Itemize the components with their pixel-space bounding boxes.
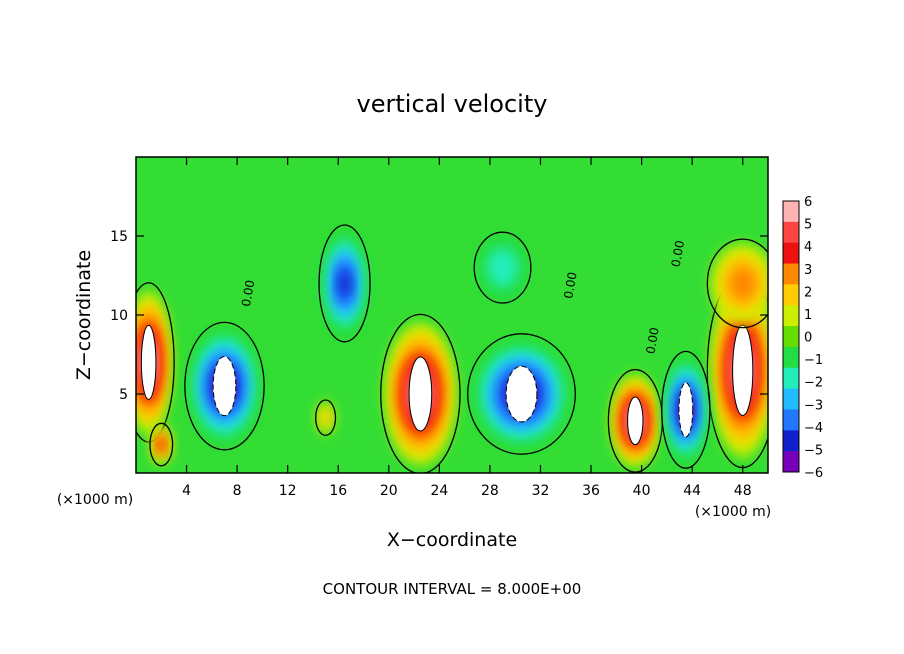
contour-label: 0.00: [669, 239, 687, 268]
x-tick-label: 44: [683, 483, 701, 499]
x-tick-label: 20: [380, 483, 398, 499]
colorbar-label: 4: [804, 240, 812, 255]
updraft-core: [627, 396, 644, 446]
downdraft-core: [678, 382, 694, 438]
colorbar-swatch: [783, 388, 799, 410]
chart-title: vertical velocity: [357, 90, 548, 118]
colorbar-swatch: [783, 430, 799, 452]
colorbar-label: 6: [804, 195, 812, 210]
zero-contour: [473, 231, 532, 304]
colorbar-swatch: [783, 305, 799, 327]
x-unit-right: (×1000 m): [695, 504, 771, 520]
x-axis: 4 8 12 16 20 24 28 32 36 40 44 48: [182, 157, 752, 499]
colorbar-label: 5: [804, 218, 812, 233]
x-tick-label: 48: [734, 483, 752, 499]
colorbar-swatch: [783, 367, 799, 390]
downdraft-core: [212, 356, 237, 417]
downdraft-cell: [318, 224, 371, 343]
contour-label: 0.00: [561, 271, 579, 300]
updraft-shade: [157, 437, 165, 452]
downdraft-cell: [473, 231, 532, 304]
colorbar-swatch: [783, 221, 799, 244]
colorbar-label: −2: [804, 376, 823, 391]
downdraft-cell: [661, 350, 711, 469]
updraft-cell: [706, 272, 768, 469]
downdraft-core: [505, 365, 538, 423]
updraft-core: [140, 324, 157, 400]
contour-interval-note: CONTOUR INTERVAL = 8.000E+00: [323, 580, 582, 598]
colorbar-swatch: [783, 284, 799, 306]
contour-label: 0.00: [643, 326, 661, 355]
colorbar-label: −5: [804, 443, 823, 458]
zero-contour: [184, 321, 265, 451]
colorbar-swatch: [783, 242, 799, 265]
contour-label: 0.00: [239, 279, 257, 308]
downdraft-cell: [467, 333, 576, 455]
x-unit-left: (×1000 m): [57, 492, 133, 508]
updraft-cell: [607, 368, 663, 473]
updraft-cell: [706, 238, 768, 329]
colorbar-label: −4: [804, 421, 823, 436]
x-tick-label: 16: [329, 483, 347, 499]
colorbar-label: −1: [804, 353, 823, 368]
x-tick-label: 36: [582, 483, 600, 499]
y-tick-label: 15: [110, 229, 128, 245]
zero-contour: [380, 313, 461, 473]
colorbar-label: 3: [804, 263, 812, 278]
zero-contour: [467, 333, 576, 455]
colorbar-swatch: [783, 451, 799, 473]
zero-contour: [136, 282, 175, 443]
x-tick-label: 28: [481, 483, 499, 499]
downdraft-shade: [487, 248, 519, 288]
updraft-shade: [728, 265, 757, 301]
colorbar-frame: [782, 200, 800, 473]
x-tick-label: 32: [532, 483, 550, 499]
y-axis-label: Z−coordinate: [73, 250, 95, 380]
colorbar-label: 1: [804, 308, 812, 323]
colorbar: 6 5 4 3 2 1 0 −1 −2 −3 −4 −5 −6: [782, 195, 823, 481]
colorbar-swatch: [783, 326, 799, 348]
downdraft-cell: [184, 321, 265, 451]
zero-contour: [318, 224, 371, 343]
x-tick-label: 12: [279, 483, 297, 499]
colorbar-label: −6: [804, 466, 823, 481]
updraft-cell: [380, 313, 461, 473]
colorbar-label: 2: [804, 285, 812, 300]
colorbar-label: −3: [804, 398, 823, 413]
zero-contour: [661, 350, 711, 469]
zero-contour: [149, 422, 174, 467]
y-tick-label: 10: [110, 308, 128, 324]
x-tick-label: 8: [233, 483, 242, 499]
y-tick-label: 5: [119, 387, 128, 403]
updraft-shade: [320, 407, 332, 428]
y-axis: 5 10 15: [110, 229, 768, 403]
updraft-cell: [149, 422, 174, 467]
colorbar-swatch: [783, 346, 799, 369]
zero-contour: [706, 238, 768, 329]
colorbar-label: 0: [804, 331, 812, 346]
colorbar-swatch: [783, 409, 799, 431]
updraft-core: [732, 324, 754, 416]
x-tick-label: 4: [182, 483, 191, 499]
colorbar-swatch: [783, 201, 799, 223]
zero-contour: [315, 399, 337, 437]
x-tick-label: 24: [430, 483, 448, 499]
x-tick-label: 40: [633, 483, 651, 499]
updraft-cell: [315, 399, 337, 437]
updraft-core: [408, 356, 433, 432]
plot-area: 0.00 0.00 0.00 0.00: [136, 157, 768, 473]
colorbar-swatch: [783, 263, 799, 285]
x-axis-label: X−coordinate: [387, 529, 517, 551]
downdraft-shade: [338, 268, 352, 299]
updraft-cell: [136, 282, 175, 443]
